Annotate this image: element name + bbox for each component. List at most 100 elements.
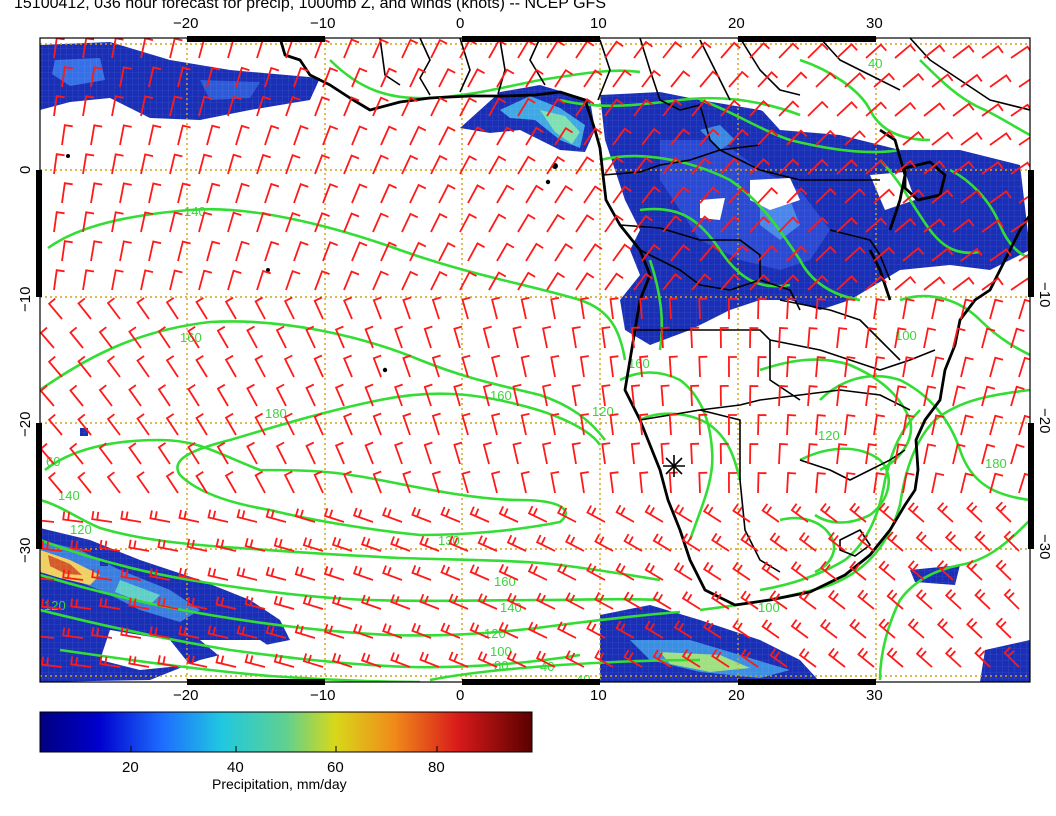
wind-barb [111,153,124,175]
wind-barb [633,156,653,175]
wind-barb [711,648,730,668]
wind-barb [609,413,619,436]
wind-barb [236,567,258,581]
wind-barb [283,412,295,436]
wind-barb [1010,443,1025,465]
wind-barb [612,185,632,204]
wind-barb [119,240,132,262]
wind-barb [273,595,295,610]
wind-barb [178,625,200,639]
wind-barb [902,246,925,262]
wind-barb [807,443,818,465]
wind-barb [728,186,749,204]
wind-barb [390,536,411,552]
wind-barb [594,591,614,610]
wind-barb [380,241,397,262]
wind-barb [786,129,808,146]
wind-barb [91,510,113,523]
wind-barb [275,441,287,465]
wind-barb [467,68,485,88]
wind-barb [749,42,771,59]
wind-barb [215,538,237,552]
wind-barb [351,67,368,88]
wind-barb [157,384,171,407]
wind-barb [769,590,788,610]
wind-barb [254,412,266,436]
wind-barb [360,536,382,552]
wind-barb [579,471,589,494]
wind-barb [749,158,771,175]
precipitation-field [40,38,1030,682]
wind-barb [305,441,316,465]
wind-barb [662,273,683,291]
contour-label: 160 [180,330,202,345]
wind-barb [535,592,556,610]
wind-barb [836,443,848,465]
wind-barb [564,592,585,610]
wind-barb [691,157,712,175]
wind-barb [662,41,683,59]
wind-barb [498,564,519,581]
wind-barb [749,385,759,407]
wind-barb [401,96,419,117]
wind-barb [157,597,179,610]
wind-barb [728,70,749,88]
wind-barb [609,471,619,494]
contour-label: 180 [985,456,1007,471]
wind-barb [401,154,419,175]
wind-barb [815,414,826,436]
wind-barb [431,470,441,494]
wind-barb [944,646,962,668]
wind-barb [960,356,974,378]
wind-barb [974,646,991,668]
contour-label: 180 [265,406,287,421]
wind-barb [630,326,640,349]
contour-label: 160 [494,574,516,589]
wind-barb [815,298,826,320]
wind-barb [1010,327,1025,349]
wind-barb [423,383,433,407]
wind-barb [431,354,441,378]
wind-barb [902,188,925,204]
lat-tick-label: 0 [17,166,34,174]
lat-tick-label: −30 [17,538,34,563]
wind-barb [364,383,374,407]
wind-barb [70,598,92,610]
wind-barb [727,414,737,436]
wind-barb [894,159,917,175]
wind-barb [732,503,751,523]
wind-barb [936,560,954,581]
wind-barb [351,183,368,204]
wind-barb [981,443,996,465]
lon-tick-label: 20 [728,687,745,700]
wind-barb [148,240,162,262]
wind-barb [69,384,84,407]
wind-barb [728,128,749,146]
wind-barb [865,43,887,59]
wind-barb [974,530,991,552]
wind-barb [931,356,945,378]
wind-barb [119,66,132,88]
wind-barb [989,414,1004,436]
wind-barb [343,96,360,117]
wind-barb [966,501,983,523]
wind-barb [702,619,722,639]
wind-barb [165,413,179,436]
wind-barb [165,297,179,320]
wind-barb [53,95,65,117]
wind-barb [623,649,643,668]
wind-barb [644,620,664,639]
wind-barb [402,470,412,494]
wind-barb [198,269,213,291]
wind-barb [111,95,124,117]
wind-barb [564,650,585,668]
lon-tick-labels-bottom: −20 −10 0 10 20 30 [173,687,883,700]
wind-barb [187,442,200,465]
wind-barb [61,240,73,262]
wind-barb [660,442,670,465]
wind-barb [438,241,456,262]
wind-barb [128,384,142,407]
wind-barb [923,276,946,291]
wind-barb [556,505,577,523]
wind-barb [322,183,339,204]
